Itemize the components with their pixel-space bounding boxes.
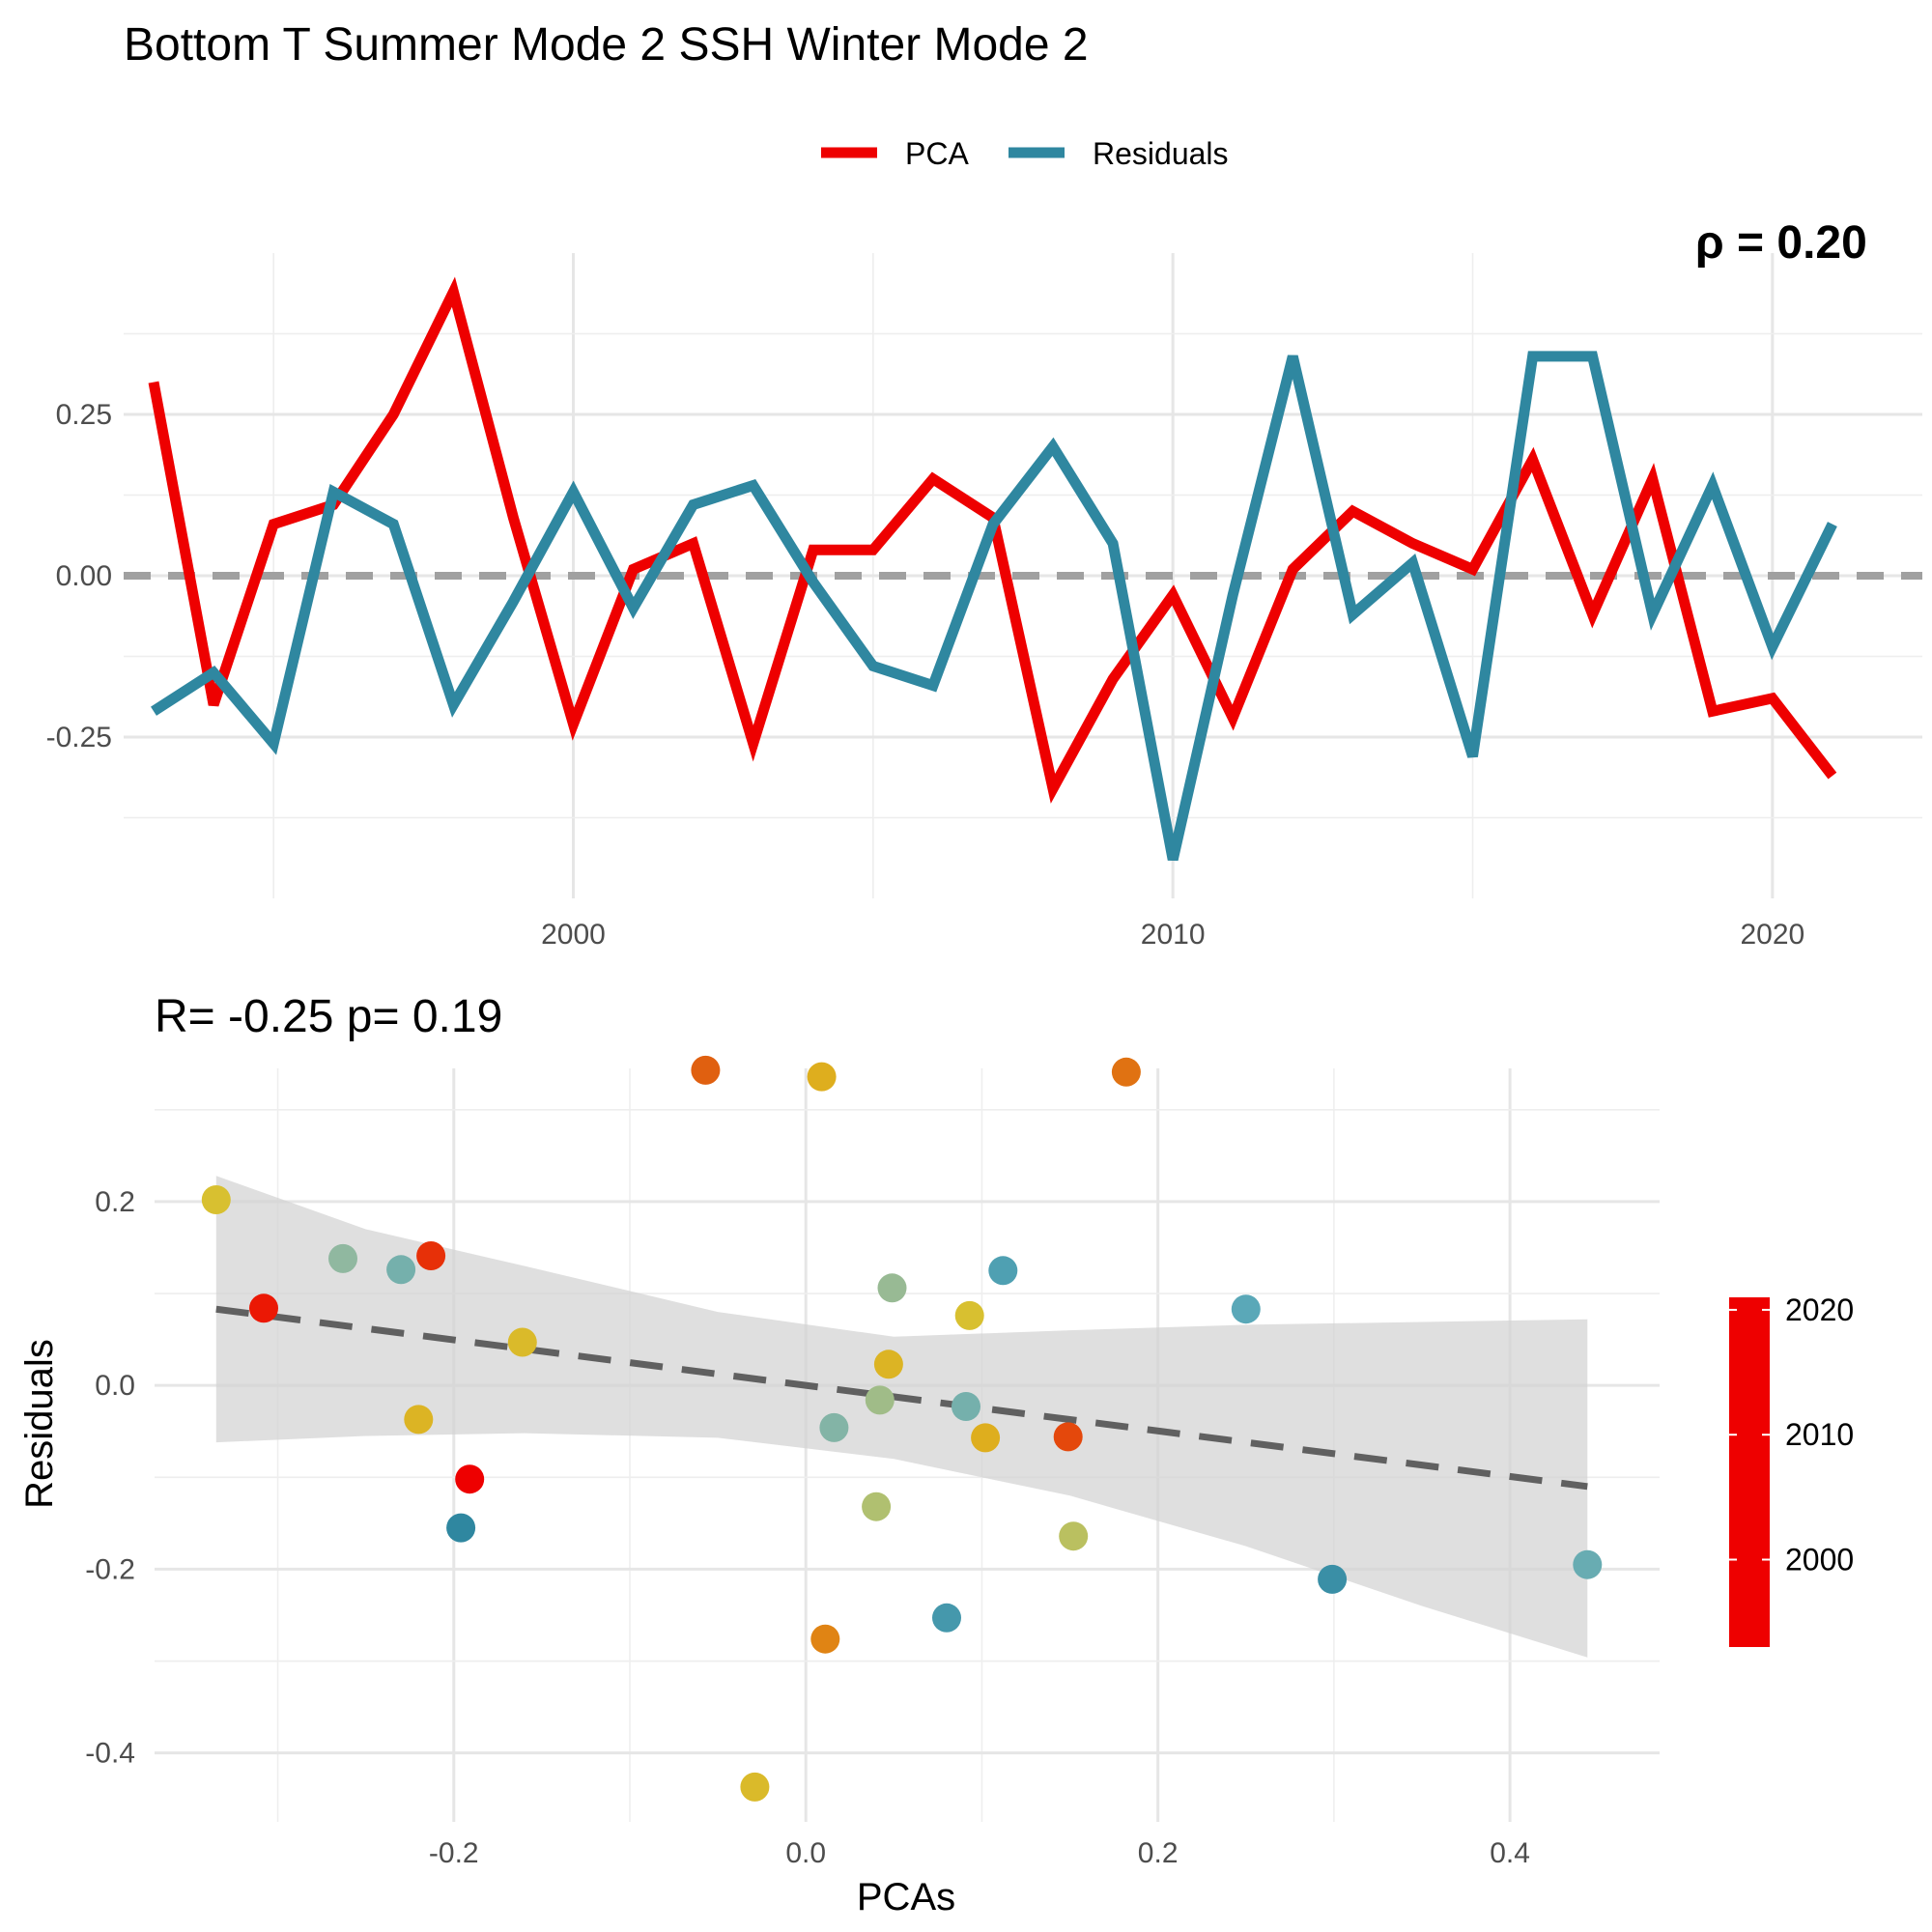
scatter-point <box>1053 1422 1083 1452</box>
scatter-point <box>201 1185 231 1214</box>
line-legend: PCA Residuals <box>821 136 1229 171</box>
scatter-point <box>807 1062 837 1092</box>
scatter-y-axis-title: Residuals <box>18 1339 61 1509</box>
scatter-x-tick-label: 0.4 <box>1490 1837 1530 1869</box>
scatter-point <box>328 1243 357 1273</box>
scatter-point <box>877 1273 907 1303</box>
line-chart-series <box>148 276 1837 862</box>
scatter-y-tick-label: 0.0 <box>95 1370 135 1402</box>
scatter-point <box>971 1423 1001 1453</box>
scatter-point <box>1231 1294 1261 1324</box>
scatter-point <box>954 1300 984 1330</box>
scatter-point <box>819 1412 849 1442</box>
scatter-point <box>873 1350 903 1379</box>
scatter-point <box>1059 1521 1089 1551</box>
line-x-tick-label: 2020 <box>1740 919 1804 951</box>
scatter-point <box>446 1513 476 1543</box>
legend-label-residuals: Residuals <box>1093 136 1229 171</box>
scatter-chart: 0.2 0.0 -0.2 -0.4 -0.2 0.0 0.2 0.4 PCAs Residu… <box>18 1055 1660 1918</box>
scatter-point <box>932 1603 961 1633</box>
scatter-point <box>865 1385 895 1415</box>
line-x-tick-label: 2010 <box>1141 919 1206 951</box>
scatter-point <box>862 1492 892 1521</box>
series-line-residuals <box>151 351 1837 862</box>
scatter-point <box>1318 1564 1348 1594</box>
colorbar-label: 2010 <box>1785 1417 1854 1452</box>
confidence-band <box>215 1176 1588 1658</box>
scatter-y-ticks: 0.2 0.0 -0.2 -0.4 <box>85 1186 135 1770</box>
colorbar-label: 2000 <box>1785 1543 1854 1577</box>
scatter-x-tick-label: 0.2 <box>1138 1837 1179 1869</box>
series-line-pca <box>148 276 1837 804</box>
scatter-point <box>1111 1057 1141 1087</box>
line-y-tick-label: 0.00 <box>56 560 112 592</box>
scatter-point <box>1573 1549 1603 1579</box>
colorbar-label: 2020 <box>1785 1293 1854 1327</box>
scatter-point <box>416 1241 446 1270</box>
scatter-x-tick-label: -0.2 <box>429 1837 479 1869</box>
line-chart-y-ticks: 0.25 0.00 -0.25 <box>46 399 112 753</box>
scatter-point <box>455 1464 485 1494</box>
scatter-x-axis-title: PCAs <box>857 1876 955 1918</box>
scatter-subtitle: R= -0.25 p= 0.19 <box>155 991 502 1042</box>
scatter-y-tick-label: -0.2 <box>85 1553 135 1585</box>
scatter-y-tick-label: 0.2 <box>95 1186 135 1218</box>
scatter-point <box>988 1256 1018 1286</box>
line-y-tick-label: 0.25 <box>56 399 112 431</box>
colorbar-ticks: 2020 2010 2000 <box>1729 1293 1854 1577</box>
scatter-point <box>507 1327 537 1357</box>
colorbar-gradient <box>1729 1297 1770 1647</box>
scatter-point <box>740 1772 770 1802</box>
figure-title: Bottom T Summer Mode 2 SSH Winter Mode 2 <box>124 19 1089 71</box>
scatter-x-ticks: -0.2 0.0 0.2 0.4 <box>429 1837 1530 1869</box>
scatter-y-tick-label: -0.4 <box>85 1738 135 1770</box>
scatter-point <box>810 1624 840 1654</box>
scatter-point <box>386 1255 416 1285</box>
line-y-tick-label: -0.25 <box>46 722 112 753</box>
scatter-point <box>404 1405 434 1435</box>
clipped-correlation-annotation: ρ = 0.20 <box>1695 217 1867 269</box>
line-chart: 0.25 0.00 -0.25 2000 2010 2020 ρ = 0.20 <box>46 217 1922 951</box>
line-x-tick-label: 2000 <box>541 919 606 951</box>
legend-label-pca: PCA <box>905 136 969 171</box>
scatter-points <box>201 1055 1603 1802</box>
line-chart-x-ticks: 2000 2010 2020 <box>541 919 1804 951</box>
scatter-x-tick-label: 0.0 <box>785 1837 826 1869</box>
scatter-point <box>249 1293 278 1323</box>
year-colorbar: 2020 2010 2000 <box>1729 1293 1854 1647</box>
scatter-point <box>691 1055 721 1085</box>
scatter-point <box>952 1392 980 1421</box>
regression-line <box>215 1305 1588 1491</box>
